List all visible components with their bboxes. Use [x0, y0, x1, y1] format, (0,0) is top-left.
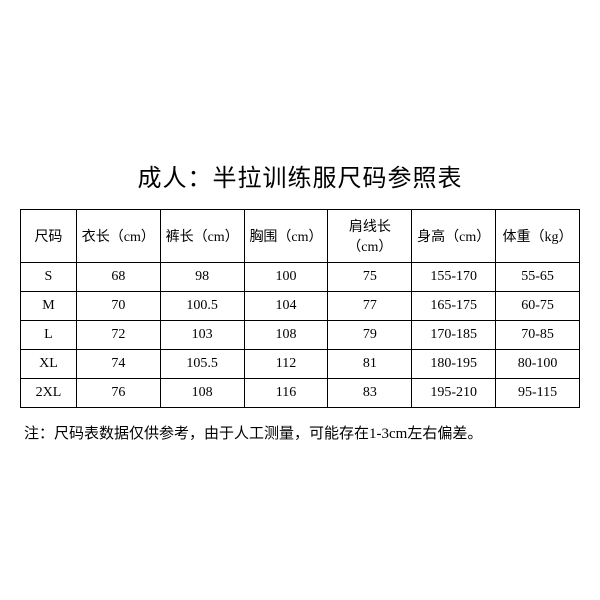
cell-size: 2XL [21, 378, 77, 407]
table-row: L 72 103 108 79 170-185 70-85 [21, 320, 580, 349]
cell-size: S [21, 262, 77, 291]
cell-height: 155-170 [412, 262, 496, 291]
cell-shoulder: 79 [328, 320, 412, 349]
size-table: 尺码 衣长（cm） 裤长（cm） 胸围（cm） 肩线长（cm） 身高（cm） 体… [20, 209, 580, 408]
cell-length: 76 [76, 378, 160, 407]
cell-weight: 70-85 [496, 320, 580, 349]
cell-chest: 104 [244, 291, 328, 320]
cell-shoulder: 83 [328, 378, 412, 407]
table-header-weight: 体重（kg） [496, 209, 580, 262]
table-header-size: 尺码 [21, 209, 77, 262]
cell-length: 74 [76, 349, 160, 378]
table-header-shoulder: 肩线长（cm） [328, 209, 412, 262]
table-header-pants: 裤长（cm） [160, 209, 244, 262]
cell-size: M [21, 291, 77, 320]
note-text: 注：尺码表数据仅供参考，由于人工测量，可能存在1-3cm左右偏差。 [20, 422, 580, 443]
table-header-chest: 胸围（cm） [244, 209, 328, 262]
cell-height: 170-185 [412, 320, 496, 349]
cell-height: 165-175 [412, 291, 496, 320]
table-row: XL 74 105.5 112 81 180-195 80-100 [21, 349, 580, 378]
cell-weight: 55-65 [496, 262, 580, 291]
table-header-length: 衣长（cm） [76, 209, 160, 262]
cell-weight: 95-115 [496, 378, 580, 407]
table-header-row: 尺码 衣长（cm） 裤长（cm） 胸围（cm） 肩线长（cm） 身高（cm） 体… [21, 209, 580, 262]
cell-size: XL [21, 349, 77, 378]
cell-chest: 112 [244, 349, 328, 378]
cell-length: 70 [76, 291, 160, 320]
cell-shoulder: 75 [328, 262, 412, 291]
cell-length: 72 [76, 320, 160, 349]
cell-chest: 116 [244, 378, 328, 407]
cell-pants: 100.5 [160, 291, 244, 320]
cell-height: 180-195 [412, 349, 496, 378]
cell-weight: 80-100 [496, 349, 580, 378]
size-chart-container: 成人：半拉训练服尺码参照表 尺码 衣长（cm） 裤长（cm） 胸围（cm） 肩线… [20, 158, 580, 443]
cell-weight: 60-75 [496, 291, 580, 320]
cell-pants: 105.5 [160, 349, 244, 378]
cell-shoulder: 81 [328, 349, 412, 378]
cell-chest: 100 [244, 262, 328, 291]
cell-size: L [21, 320, 77, 349]
cell-pants: 108 [160, 378, 244, 407]
table-row: S 68 98 100 75 155-170 55-65 [21, 262, 580, 291]
cell-pants: 98 [160, 262, 244, 291]
cell-length: 68 [76, 262, 160, 291]
cell-chest: 108 [244, 320, 328, 349]
cell-pants: 103 [160, 320, 244, 349]
cell-shoulder: 77 [328, 291, 412, 320]
table-header-height: 身高（cm） [412, 209, 496, 262]
table-row: M 70 100.5 104 77 165-175 60-75 [21, 291, 580, 320]
table-row: 2XL 76 108 116 83 195-210 95-115 [21, 378, 580, 407]
cell-height: 195-210 [412, 378, 496, 407]
page-title: 成人：半拉训练服尺码参照表 [20, 158, 580, 193]
